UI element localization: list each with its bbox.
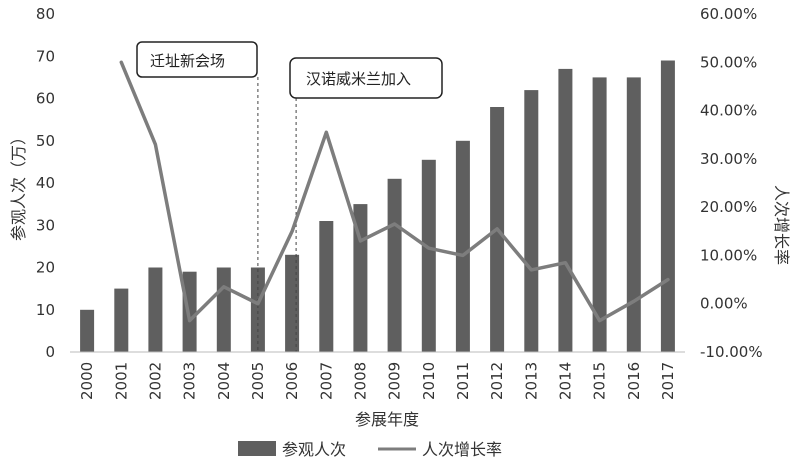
bar-2001 [114,288,129,352]
x-tick-label-2016: 2016 [625,362,643,400]
x-tick-label-2004: 2004 [215,362,233,400]
bar-2016 [626,77,641,353]
y-tick-label: 60 [36,90,55,108]
y-tick-label: 20 [36,259,55,277]
x-tick-label-2015: 2015 [591,362,609,400]
bar-2002 [148,267,163,352]
annotation-2: 汉诺威米兰加入 [289,57,443,99]
bar-2015 [592,77,607,353]
legend-bar-swatch [238,441,276,456]
y2-tick-label: 50.00% [700,53,757,71]
line-layer [119,60,670,323]
y2-tick-label: 40.00% [700,102,757,120]
bar-2000 [80,309,95,353]
bar-2013 [524,90,539,352]
x-axis-ticks: 2000 2001 2002 2003 2004 2005 2006 2007 2008 2009… [78,362,677,400]
right-axis-ticks: -10.00% 0.00% 10.00% 20.00% 30.00% 40.00% 50.0… [700,5,763,361]
legend-line-label: 人次增长率 [422,440,502,459]
x-tick-label-2011: 2011 [454,362,472,400]
x-tick-label-2012: 2012 [488,362,506,400]
y2-tick-label: 0.00% [700,295,748,313]
annotation-2-text: 汉诺威米兰加入 [306,70,411,88]
y2-tick-label: 60.00% [700,5,757,23]
growth-rate-line [119,60,670,323]
annotation-2-box [289,57,443,99]
y-tick-label: 10 [36,301,55,319]
y-tick-label: 50 [36,132,55,150]
bar-2014 [558,68,573,353]
x-tick-label-2009: 2009 [386,362,404,400]
bar-2009 [387,178,402,352]
y-tick-label: 0 [45,343,55,361]
y-tick-label: 40 [36,174,55,192]
bar-2007 [319,221,334,352]
legend: 参观人次 人次增长率 [238,440,502,459]
x-tick-label-2008: 2008 [351,362,369,400]
y-tick-label: 30 [36,216,55,234]
y2-tick-label: 30.00% [700,150,757,168]
x-tick-label-2007: 2007 [317,362,335,400]
x-tick-label-2002: 2002 [146,362,164,400]
y2-tick-label: 10.00% [700,246,757,264]
annotation-1-text: 迁址新会场 [150,52,225,70]
x-axis-title: 参展年度 [355,410,419,429]
bar-2010 [421,159,436,352]
x-tick-label-2001: 2001 [112,362,130,400]
x-tick-label-2003: 2003 [181,362,199,400]
x-tick-label-2005: 2005 [249,362,267,400]
x-tick-label-2000: 2000 [78,362,96,400]
bar-2004 [216,267,231,352]
x-tick-label-2006: 2006 [283,362,301,400]
y-axis-title: 参观人次（万） [9,129,28,241]
bar-2017 [660,60,675,352]
x-tick-label-2013: 2013 [522,362,540,400]
x-tick-label-2010: 2010 [420,362,438,400]
annotation-1-box [136,41,258,78]
x-tick-label-2014: 2014 [556,362,574,400]
bar-2006 [285,254,300,352]
y2-axis-title: 人次增长率 [772,185,791,265]
annotation-1: 迁址新会场 [136,41,258,78]
bar-2005 [250,267,265,352]
left-axis-ticks: 0 10 20 30 40 50 60 70 80 [36,5,55,361]
y-tick-label: 70 [36,47,55,65]
x-tick-label-2017: 2017 [659,362,677,400]
legend-bar-label: 参观人次 [282,440,346,459]
y2-tick-label: 20.00% [700,198,757,216]
y2-tick-label: -10.00% [700,343,763,361]
y-tick-label: 80 [36,5,55,23]
bars-layer [80,60,675,353]
bar-2011 [455,140,470,353]
